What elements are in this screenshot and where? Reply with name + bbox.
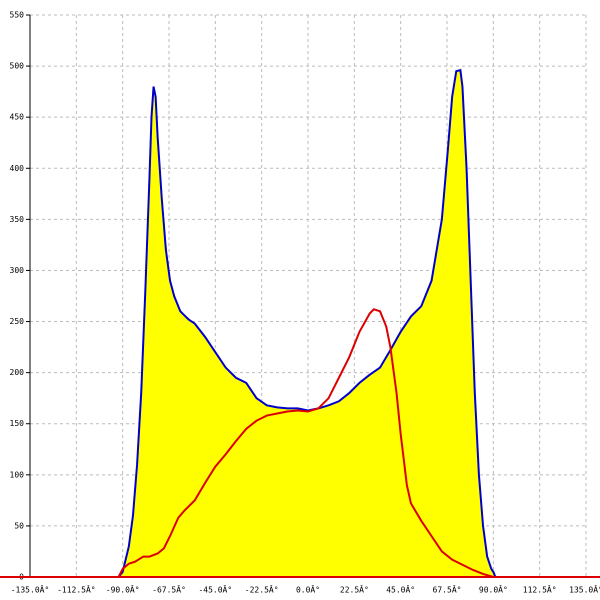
x-tick-label: -45.0Â° — [198, 584, 232, 595]
area — [118, 70, 496, 577]
x-tick-label: 0.0Â° — [296, 584, 320, 595]
y-tick-label: 250 — [10, 317, 25, 326]
x-tick-label: -90.0Â° — [106, 584, 140, 595]
x-tick-label: -67.5Â° — [152, 584, 186, 595]
x-tick-label: 90.0Â° — [479, 584, 508, 595]
y-tick-label: 150 — [10, 419, 25, 428]
y-tick-label: 450 — [10, 113, 25, 122]
x-tick-label: 135.0Â° — [569, 584, 600, 595]
y-tick-label: 100 — [10, 470, 25, 479]
y-tick-label: 300 — [10, 266, 25, 275]
y-tick-label: 400 — [10, 164, 25, 173]
x-tick-label: -112.5Â° — [57, 584, 96, 595]
y-tick-label: 500 — [10, 62, 25, 71]
x-tick-label: -22.5Â° — [245, 584, 279, 595]
x-tick-label: 112.5Â° — [523, 584, 557, 595]
y-tick-label: 200 — [10, 368, 25, 377]
x-tick-label: 45.0Â° — [386, 584, 415, 595]
x-tick-label: -135.0Â° — [11, 584, 50, 595]
y-tick-label: 50 — [14, 521, 24, 530]
y-tick-label: 350 — [10, 215, 25, 224]
x-tick-label: 22.5Â° — [340, 584, 369, 595]
line — [117, 68, 497, 578]
y-tick-label: 550 — [10, 11, 25, 20]
x-tick-label: 67.5Â° — [433, 584, 462, 595]
line — [117, 308, 494, 578]
